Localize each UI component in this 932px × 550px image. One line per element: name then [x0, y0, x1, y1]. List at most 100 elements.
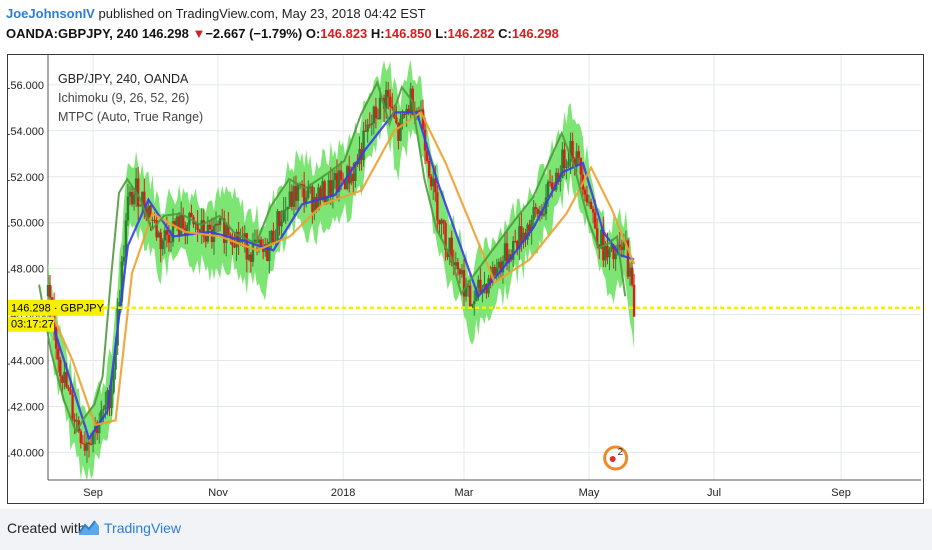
candle-body — [278, 211, 281, 227]
candle-body — [305, 197, 308, 203]
candle-body — [616, 244, 619, 254]
chart-frame[interactable]: 140.000142.000144.000146.000148.000150.0… — [7, 54, 924, 504]
y-tick-label: 150.000 — [8, 218, 44, 230]
candle-body — [569, 140, 572, 162]
candle-body — [403, 114, 406, 116]
candle-body — [524, 232, 527, 240]
candle-body — [573, 158, 576, 167]
candle-body — [313, 197, 316, 213]
candle-body — [442, 219, 445, 223]
candle-body — [434, 178, 437, 193]
candle-body — [180, 214, 183, 235]
created-with-text: Created with — [7, 520, 86, 536]
legend-line: Ichimoku (9, 26, 52, 26) — [58, 91, 189, 105]
candle-body — [341, 179, 345, 181]
candle-body — [307, 187, 310, 198]
candle-body — [522, 232, 525, 243]
candle-body — [85, 442, 89, 451]
candle-body — [335, 173, 339, 193]
candle-body — [368, 124, 371, 126]
price-change: −2.667 (−1.79%) — [205, 26, 303, 41]
candle-body — [440, 219, 443, 225]
candle-body — [122, 256, 126, 262]
candle-body — [182, 214, 185, 229]
last-price: 146.298 — [141, 26, 189, 41]
candle-body — [259, 239, 263, 247]
candle-body — [329, 180, 333, 197]
candle-body — [514, 241, 517, 243]
candle-body — [286, 206, 289, 210]
candle-body — [216, 223, 220, 226]
symbol-label[interactable]: OANDA:GBPJPY, 240 — [6, 26, 139, 41]
candle-body — [391, 106, 394, 109]
candle-body — [565, 166, 568, 168]
candle-body — [67, 387, 70, 390]
candle-body — [475, 287, 478, 302]
candle-body — [223, 218, 226, 243]
ichimoku-cloud — [48, 59, 635, 482]
candle-body — [419, 109, 423, 112]
candle-body — [427, 160, 431, 177]
candle-body — [143, 191, 146, 209]
candle-body — [194, 223, 197, 225]
y-tick-label: 156.000 — [8, 80, 44, 92]
candle-body — [198, 229, 201, 233]
candle-body — [485, 284, 488, 294]
candle-body — [343, 180, 347, 190]
candle-body — [526, 224, 529, 240]
candle-body — [518, 226, 521, 250]
tradingview-brand-link[interactable]: TradingView — [104, 520, 182, 536]
candle-body — [534, 207, 537, 210]
candle-body — [409, 88, 412, 114]
candle-body — [503, 243, 507, 261]
candle-body — [464, 287, 468, 297]
price-tag-background — [8, 299, 104, 316]
candle-body — [69, 389, 72, 395]
candle-body — [333, 173, 337, 180]
candles — [46, 81, 636, 463]
candle-body — [81, 443, 85, 445]
candle-body — [59, 359, 62, 377]
candle-body — [202, 220, 205, 237]
candle-body — [389, 96, 392, 107]
candle-body — [204, 236, 207, 242]
candle-body — [323, 181, 326, 203]
candle-body — [516, 241, 519, 250]
author-link[interactable]: JoeJohnsonIV — [6, 6, 95, 21]
price-chart[interactable]: 140.000142.000144.000146.000148.000150.0… — [8, 55, 923, 503]
candle-body — [100, 410, 103, 424]
candle-body — [397, 123, 400, 141]
publish-line: JoeJohnsonIV published on TradingView.co… — [6, 4, 926, 24]
candle-body — [577, 151, 580, 158]
candle-body — [319, 187, 322, 201]
candle-body — [417, 110, 421, 112]
candle-body — [401, 114, 404, 120]
high-value: 146.850 — [384, 26, 432, 41]
legend-line: GBP/JPY, 240, OANDA — [58, 72, 189, 86]
candle-body — [91, 431, 95, 445]
tradingview-logo-icon[interactable] — [78, 518, 100, 538]
candle-body — [239, 240, 242, 243]
candle-body — [630, 267, 634, 285]
candle-body — [102, 409, 105, 411]
candle-body — [520, 226, 523, 243]
candle-body — [325, 196, 328, 203]
candle-body — [495, 268, 498, 276]
candle-body — [65, 371, 68, 388]
candle-body — [585, 194, 589, 203]
legend-line: MTPC (Auto, True Range) — [58, 110, 203, 124]
candle-body — [563, 149, 566, 168]
candle-body — [538, 210, 542, 215]
down-arrow-icon: ▼ — [192, 26, 206, 41]
candle-body — [261, 246, 265, 252]
candle-body — [294, 186, 298, 201]
candle-body — [589, 201, 593, 210]
candle-body — [610, 244, 613, 250]
candle-body — [190, 212, 193, 218]
open-label: O: — [305, 26, 321, 41]
candle-body — [300, 184, 304, 186]
candle-body — [436, 192, 439, 221]
candle-body — [454, 262, 458, 266]
candle-body — [583, 189, 587, 195]
candle-body — [233, 245, 236, 248]
